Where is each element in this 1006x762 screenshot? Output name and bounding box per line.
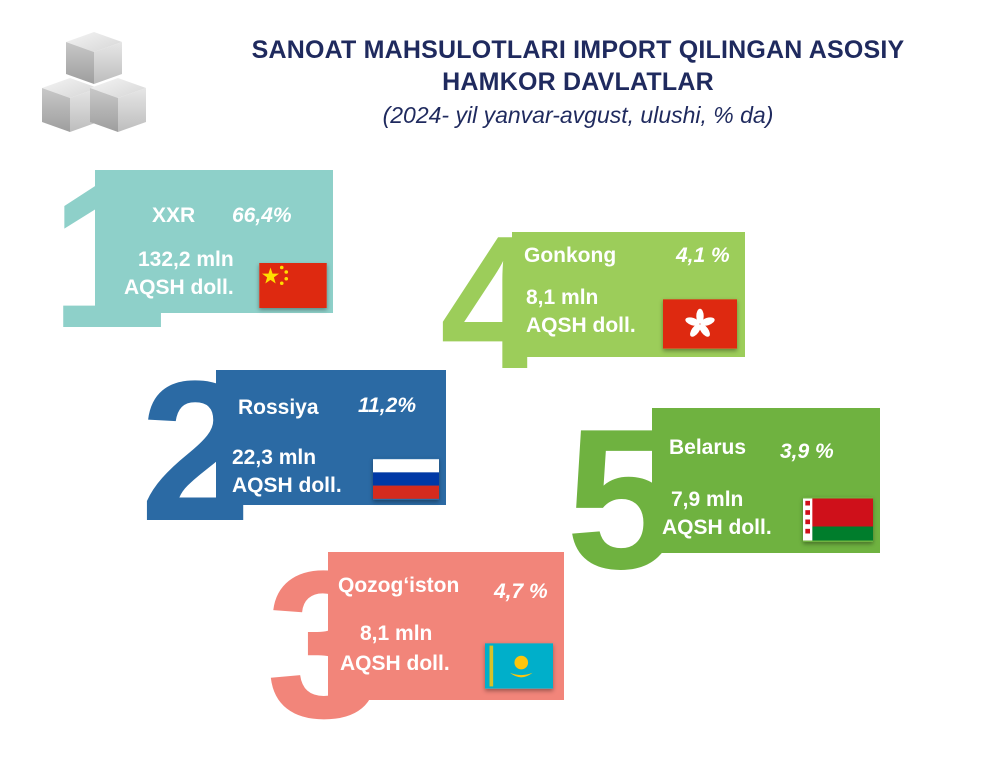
amount-unit: AQSH doll. (662, 516, 772, 539)
amount-unit: AQSH doll. (232, 474, 342, 497)
belarus-flag-icon (803, 498, 873, 541)
share-value: 4,7 % (494, 580, 548, 603)
amount-value: 132,2 mln (138, 248, 234, 271)
hong-kong-flag-icon (663, 299, 737, 349)
amount-unit: AQSH doll. (124, 276, 234, 299)
share-value: 3,9 % (780, 440, 834, 463)
china-flag-icon (259, 263, 327, 308)
header: SANOAT MAHSULOTLARI IMPORT QILINGAN ASOS… (150, 34, 1006, 130)
share-value: 4,1 % (676, 244, 730, 267)
country-name: Belarus (669, 436, 747, 459)
country-name: Rossiya (238, 396, 319, 419)
title-line-1: SANOAT MAHSULOTLARI IMPORT QILINGAN ASOS… (251, 36, 905, 64)
share-value: 11,2% (358, 394, 416, 417)
country-name: Qozog‘iston (338, 574, 460, 597)
country-name: Gonkong (524, 244, 617, 267)
amount-value: 22,3 mln (232, 446, 317, 469)
amount-unit: AQSH doll. (340, 652, 450, 675)
amount-value: 8,1 mln (526, 286, 599, 309)
title-line-2: HAMKOR DAVLATLAR (442, 68, 714, 96)
country-name: XXR (152, 204, 196, 227)
page-subtitle: (2024- yil yanvar-avgust, ulushi, % da) (382, 102, 774, 128)
russia-flag-icon (373, 459, 439, 499)
share-value: 66,4% (232, 204, 292, 227)
amount-unit: AQSH doll. (526, 314, 636, 337)
amount-value: 8,1 mln (360, 622, 433, 645)
kazakhstan-flag-icon (485, 643, 553, 689)
amount-value: 7,9 mln (671, 488, 744, 511)
cubes-icon (42, 32, 146, 132)
page-title: SANOAT MAHSULOTLARI IMPORT QILINGAN ASOS… (150, 34, 1006, 98)
